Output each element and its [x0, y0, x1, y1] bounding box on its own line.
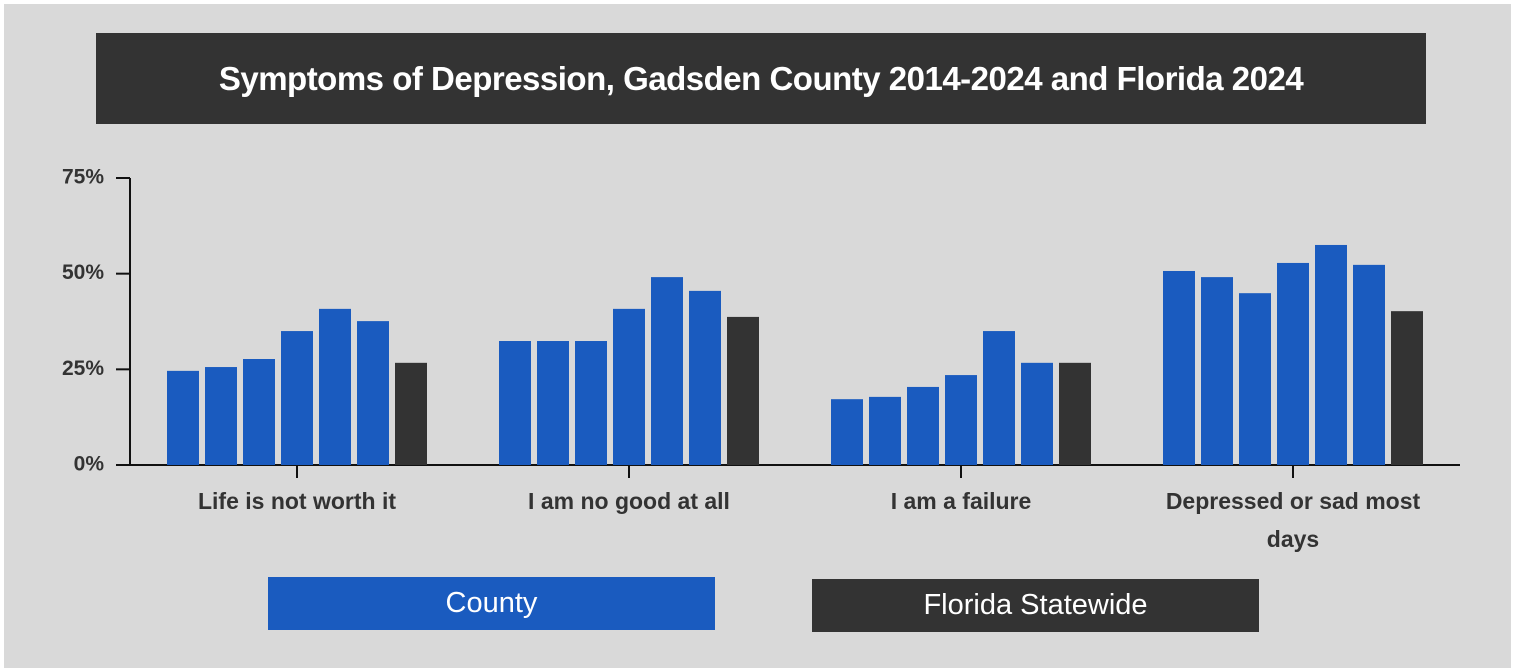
y-tick-label: 75% [62, 166, 104, 189]
bar [613, 308, 645, 465]
bar [537, 341, 569, 465]
bar [357, 321, 389, 465]
bar [1315, 244, 1347, 465]
bar [1353, 264, 1385, 465]
x-tick-label: Life is not worth it [197, 488, 397, 514]
chart-title: Symptoms of Depression, Gadsden County 2… [96, 33, 1426, 124]
bar [205, 367, 237, 465]
bar [1059, 362, 1091, 465]
x-tick-label: I am no good at all [528, 488, 730, 514]
bar [907, 386, 939, 465]
bar [1021, 362, 1053, 465]
x-tick-label: I am a failure [890, 488, 1032, 514]
legend-item: Florida Statewide [812, 579, 1259, 632]
x-tick-label: Depressed or sad most days [1165, 488, 1421, 552]
bar [243, 359, 275, 465]
bar [575, 341, 607, 465]
bar [945, 375, 977, 465]
bar [499, 341, 531, 465]
plot: 0% 25% 50% 75% [62, 166, 1460, 478]
y-tick-label: 25% [62, 357, 104, 380]
legend-item: County [268, 577, 715, 630]
bar [167, 370, 199, 465]
y-tick-label: 0% [74, 453, 105, 476]
y-tick-label: 50% [62, 261, 104, 284]
bar [651, 277, 683, 465]
chart: Symptoms of Depression, Gadsden County 2… [4, 4, 1511, 668]
bar [1391, 311, 1423, 465]
bar [727, 316, 759, 465]
bar [1201, 277, 1233, 465]
bar [1277, 262, 1309, 465]
bar [395, 362, 427, 465]
bar [1239, 293, 1271, 465]
bar [831, 399, 863, 465]
bar [281, 331, 313, 465]
bar [1163, 270, 1195, 465]
bar [983, 331, 1015, 465]
bar [869, 396, 901, 465]
bar [689, 290, 721, 465]
bar [319, 308, 351, 465]
